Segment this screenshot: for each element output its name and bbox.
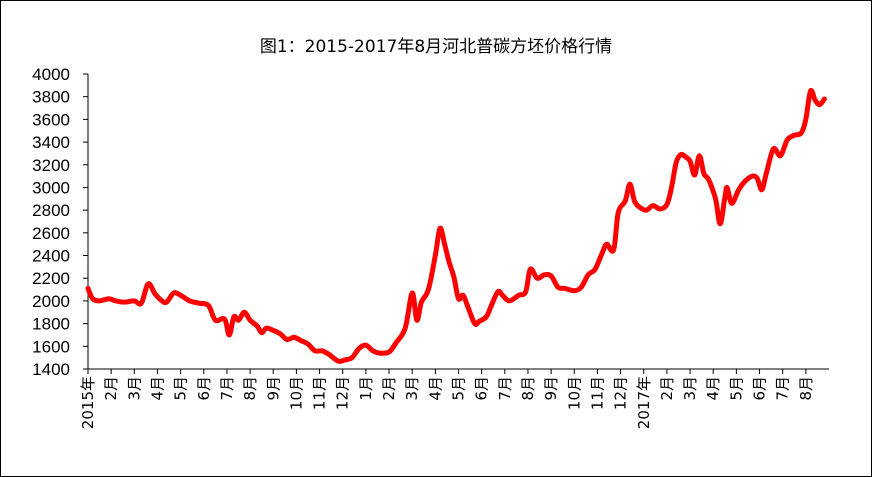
series-group [85,87,827,364]
chart-title: 图1：2015-2017年8月河北普碳方坯价格行情 [259,37,613,57]
x-tick-label: 7月 [218,376,236,401]
x-tick-label: 10月 [565,376,583,410]
x-tick-label: 9月 [264,376,282,401]
y-tick-label: 3200 [32,156,70,175]
y-tick-label: 3800 [32,88,70,107]
x-axis: 2015年 2月 3月 4月 5月 6月 7月 8月 9月 10月 11月 12月 1月 2月 3月 4月 5月… [79,368,829,429]
x-tick-label: 2月 [658,376,676,401]
x-tick-label: 5月 [727,376,745,401]
x-tick-label: 9月 [542,376,560,401]
x-tick-label: 7月 [496,376,514,401]
y-tick-label: 2400 [32,247,70,266]
y-tick-label: 4000 [32,65,70,84]
price-series-line [85,87,827,364]
y-tick-label: 2800 [32,201,70,220]
y-tick-label: 1800 [32,315,70,334]
x-tick-label: 4月 [148,376,166,401]
x-tick-label: 3月 [125,376,143,401]
x-tick-label: 6月 [473,376,491,401]
x-tick-label: 11月 [311,376,329,410]
y-tick-label: 3400 [32,133,70,152]
x-tick-label: 2月 [102,376,120,401]
y-tick-label: 3600 [32,110,70,129]
y-tick-label: 1600 [32,337,70,356]
x-tick-label: 12月 [334,376,352,410]
x-tick-label: 6月 [195,376,213,401]
x-tick-label: 5月 [172,376,190,401]
x-tick-label: 4月 [426,376,444,401]
x-tick-label: 2月 [380,376,398,401]
x-tick-label: 1月 [357,376,375,401]
x-tick-label: 2017年 [635,376,653,429]
y-tick-label: 3000 [32,178,70,197]
x-tick-label: 10月 [287,376,305,410]
x-tick-label: 7月 [774,376,792,401]
x-tick-label: 12月 [612,376,630,410]
y-tick-label: 2000 [32,292,70,311]
x-tick-label: 6月 [751,376,769,401]
y-tick-label: 1400 [32,360,70,379]
x-tick-label: 3月 [681,376,699,401]
x-tick-label: 5月 [450,376,468,401]
x-tick-label: 8月 [241,376,259,401]
x-tick-label: 11月 [588,376,606,410]
x-tick-label: 3月 [403,376,421,401]
y-tick-label: 2200 [32,269,70,288]
x-tick-label: 2015年 [79,376,97,429]
x-tick-label: 4月 [704,376,722,401]
y-tick-label: 2600 [32,224,70,243]
x-tick-label: 8月 [519,376,537,401]
y-axis: 1400 1600 1800 2000 2200 2400 2600 2800 3000 3200… [32,65,89,379]
x-tick-label: 8月 [797,376,815,401]
